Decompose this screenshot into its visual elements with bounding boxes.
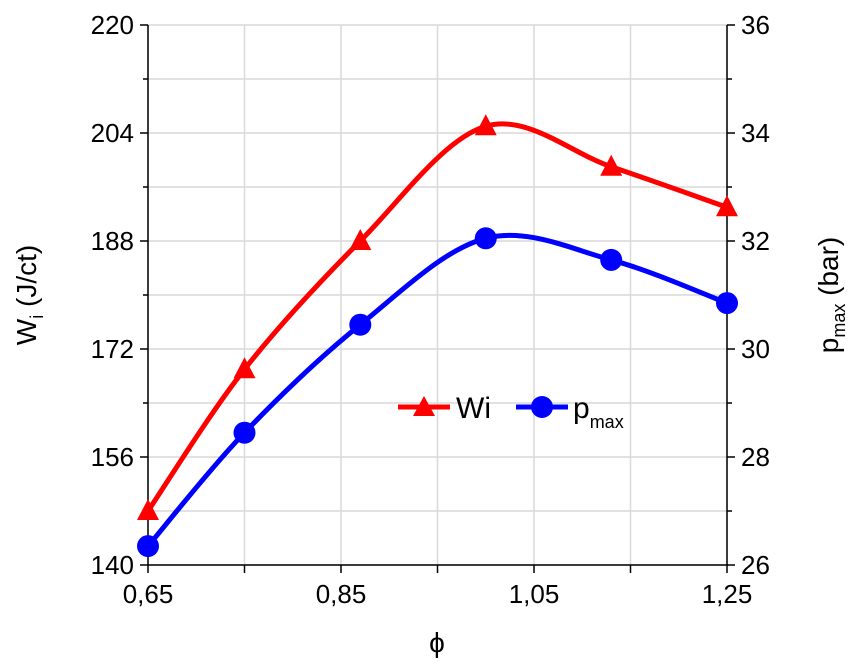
y-tick-label: 220 bbox=[91, 10, 134, 40]
y2-axis-title-sub: max bbox=[829, 304, 849, 338]
point-wi bbox=[137, 499, 159, 520]
point-pmax bbox=[349, 313, 372, 336]
y2-tick-label: 34 bbox=[741, 118, 770, 148]
series-layer bbox=[137, 114, 738, 558]
y-tick-label: 156 bbox=[91, 442, 134, 472]
x-tick-label: 0,85 bbox=[316, 579, 367, 609]
legend-marker-pmax bbox=[531, 396, 553, 418]
legend-label-pmax-sub: max bbox=[590, 412, 624, 432]
legend-label-pmax-main: p bbox=[573, 392, 590, 425]
legend-label-pmax: pmax bbox=[573, 392, 624, 432]
point-pmax bbox=[137, 535, 159, 558]
point-wi bbox=[233, 357, 256, 379]
y2-axis-title-main: p bbox=[813, 338, 844, 354]
legend: Wi pmax bbox=[398, 392, 624, 432]
y2-tick-label: 30 bbox=[741, 334, 770, 364]
point-pmax bbox=[474, 227, 497, 250]
y2-tick-label: 26 bbox=[741, 550, 770, 580]
y2-axis-title: pmax (bar) bbox=[813, 237, 849, 354]
y2-tick-label: 36 bbox=[741, 10, 770, 40]
y-axis-title-sub: i bbox=[27, 315, 47, 319]
y-tick-label: 204 bbox=[91, 118, 134, 148]
y-axis-title-unit: (J/ct) bbox=[11, 245, 42, 315]
point-wi bbox=[474, 114, 497, 136]
y-axis-title: Wi (J/ct) bbox=[11, 245, 47, 345]
point-wi bbox=[349, 229, 372, 250]
x-tick-label: 0,65 bbox=[123, 579, 174, 609]
x-tick-label: 1,05 bbox=[509, 579, 560, 609]
x-tick-label: 1,25 bbox=[702, 579, 753, 609]
y-tick-label: 140 bbox=[91, 550, 134, 580]
point-pmax bbox=[233, 421, 256, 444]
x-axis-title: ϕ bbox=[429, 627, 445, 658]
point-pmax bbox=[716, 292, 738, 315]
y-tick-label: 172 bbox=[91, 334, 134, 364]
y2-tick-label: 28 bbox=[741, 442, 770, 472]
legend-marker-wi bbox=[413, 396, 435, 416]
y2-tick-label: 32 bbox=[741, 226, 770, 256]
point-wi bbox=[600, 154, 623, 176]
grid bbox=[147, 24, 728, 566]
tick-labels: 0,65 0,85 1,05 1,25 140 156 172 188 204 220 26 28 30… bbox=[91, 10, 770, 609]
y-tick-label: 188 bbox=[91, 226, 134, 256]
legend-label-wi: Wi bbox=[456, 392, 491, 425]
y2-axis-title-unit: (bar) bbox=[813, 237, 844, 304]
y-axis-title-main: W bbox=[11, 318, 42, 345]
point-wi bbox=[716, 195, 738, 217]
point-pmax bbox=[600, 248, 623, 271]
